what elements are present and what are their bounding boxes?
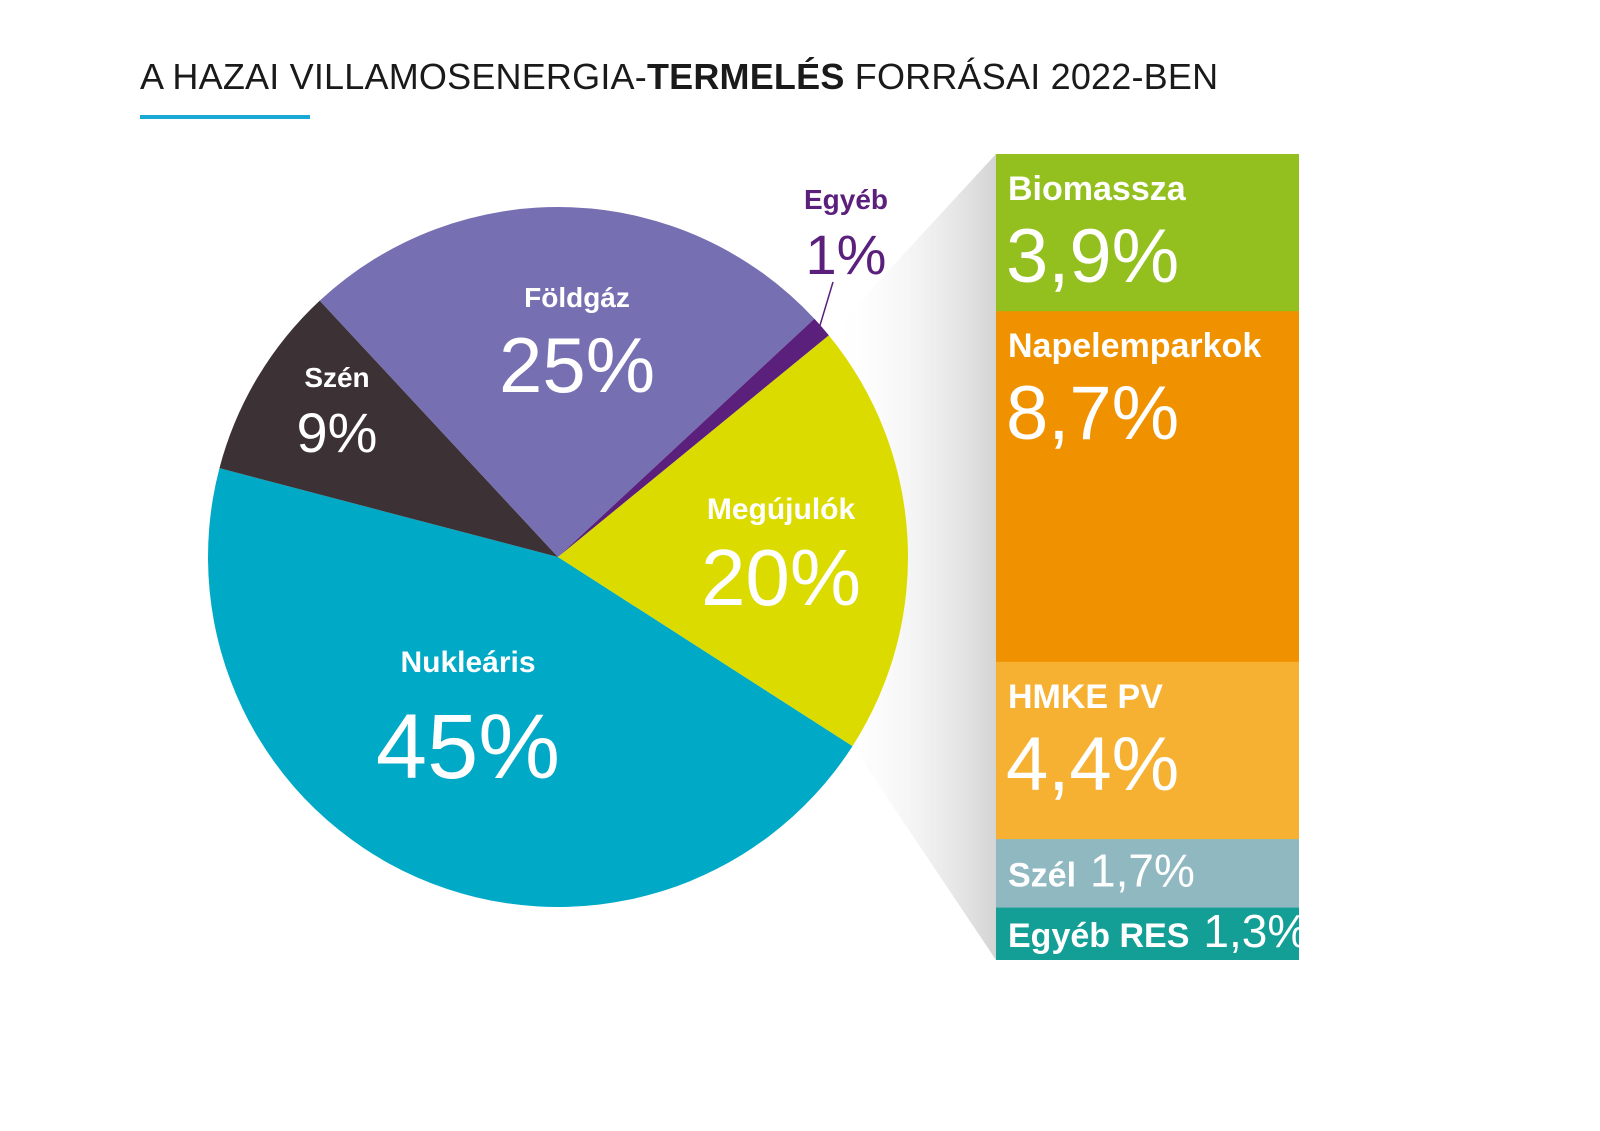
bar-segment-napelemparkok: [996, 311, 1299, 663]
bar-label-egyeb-res: Egyéb RES: [1008, 917, 1189, 955]
pie-slice-foldgaz: [319, 206, 815, 557]
title-underline: [140, 115, 310, 119]
bar-label-biomassza: Biomassza: [1008, 170, 1187, 208]
bar-label-szel: Szél: [1008, 856, 1076, 894]
pie-slice-egyeb: [558, 318, 829, 557]
pie-slices: [208, 206, 909, 907]
slice-label-szen: Szén: [304, 362, 369, 393]
bar-segment-egyeb-res: [996, 907, 1299, 960]
bar-value-biomassza: 3,9%: [1006, 214, 1179, 299]
slice-value-egyeb: 1%: [806, 223, 887, 286]
breakdown-connector: [828, 154, 996, 960]
slice-label-nuklearis: Nukleáris: [400, 646, 535, 679]
slice-label-megujulok: Megújulók: [707, 493, 856, 526]
breakdown-bar: Biomassza 3,9% Napelemparkok 8,7% HMKE PV 4,4…: [996, 154, 1308, 960]
bar-label-napelemparkok: Napelemparkok: [1008, 327, 1261, 365]
bar-segment-biomassza: [996, 154, 1299, 312]
bar-segment-szel: [996, 839, 1299, 909]
chart-title-bold: TERMELÉS: [646, 56, 845, 97]
chart-title-part3: FORRÁSAI 2022-BEN: [844, 56, 1219, 97]
pie-slice-megujulok: [558, 335, 909, 747]
bar-value-hmke-pv: 4,4%: [1006, 722, 1179, 807]
bar-label-hmke-pv: HMKE PV: [1008, 678, 1163, 716]
bar-value-napelemparkok: 8,7%: [1006, 371, 1179, 456]
connector-shape: [828, 154, 996, 960]
chart-title-part1: A HAZAI VILLAMOSENERGIA-: [140, 56, 647, 97]
slice-label-egyeb: Egyéb: [804, 184, 888, 215]
bar-segment-hmke-pv: [996, 661, 1299, 840]
bar-value-szel: 1,7%: [1090, 844, 1195, 896]
pie-slice-nuklearis: [208, 468, 853, 907]
slice-label-foldgaz: Földgáz: [524, 282, 630, 313]
pie-labels: Nukleáris 45% Szén 9% Földgáz 25% Egyéb 1% Megúj…: [297, 184, 888, 798]
pie-slice-szen: [219, 300, 558, 557]
chart-title: A HAZAI VILLAMOSENERGIA-TERMELÉS FORRÁSA…: [140, 56, 1218, 98]
slice-value-megujulok: 20%: [701, 533, 861, 622]
slice-value-nuklearis: 45%: [376, 696, 560, 798]
bar-value-egyeb-res: 1,3%: [1203, 905, 1308, 957]
slice-value-szen: 9%: [297, 401, 378, 464]
slice-value-foldgaz: 25%: [499, 321, 655, 409]
egyeb-leader-line: [818, 281, 834, 330]
